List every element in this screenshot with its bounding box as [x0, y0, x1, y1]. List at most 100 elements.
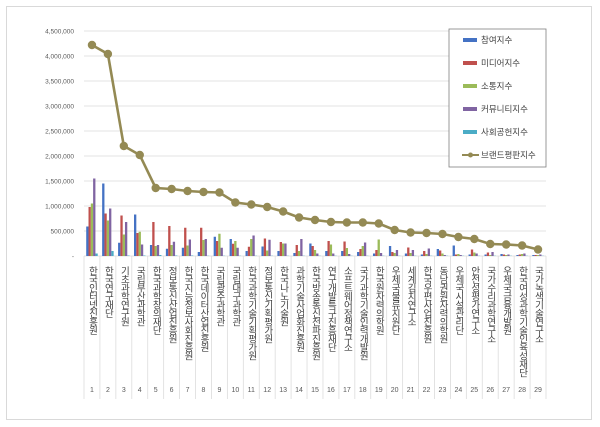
bar-3 [106, 220, 110, 256]
brand-index-point [103, 49, 113, 59]
y-tick-label: 500,000 [51, 229, 75, 236]
bar-5 [127, 255, 130, 256]
category-label: 안전성평가연구소 [469, 266, 480, 334]
brand-index-point [390, 225, 399, 235]
rank-label: 6 [170, 387, 174, 394]
rank-label: 24 [454, 387, 462, 394]
bar-1 [388, 246, 392, 256]
category-label: 정보통신산업진흥원 [166, 266, 177, 343]
category-label: 국립부산과학관 [134, 266, 145, 326]
brand-index-point [167, 184, 176, 194]
category-label: 동남권원자력의학원 [437, 266, 448, 343]
category-label: 연구개발특구진흥재단 [325, 266, 336, 352]
category-label: 우체국금융개발원 [501, 266, 512, 335]
bar-5 [191, 255, 194, 256]
rank-label: 9 [217, 387, 221, 394]
bar-4 [109, 208, 112, 256]
legend-swatch [463, 130, 477, 134]
bar-1 [149, 245, 153, 256]
brand-index-point [87, 40, 97, 50]
bar-2 [311, 246, 314, 256]
rank-label: 1 [90, 387, 94, 394]
bar-1 [213, 236, 216, 256]
bar-4 [316, 253, 319, 256]
bar-3 [505, 255, 508, 256]
bar-4 [124, 222, 128, 256]
bar-2 [104, 213, 107, 256]
chart: - 500,000 1,000,000 1,500,000 2,000,000 2,500… [45, 28, 547, 399]
bar-4 [93, 178, 96, 256]
bar-4 [268, 239, 271, 256]
bar-2 [470, 249, 474, 256]
category-label: 한국원자력의학원 [373, 266, 384, 335]
bar-3 [234, 241, 237, 256]
bar-3 [345, 248, 349, 256]
bar-3 [441, 253, 444, 256]
brand-index-point [501, 240, 511, 249]
bar-3 [520, 254, 524, 256]
bar-1 [102, 183, 105, 256]
brand-index-point [470, 234, 479, 244]
category-label: 국립대구과학관 [230, 266, 241, 326]
bar-1 [357, 252, 360, 256]
category-label: 한국여성과학기술인육성재단 [517, 266, 528, 377]
rank-label: 29 [534, 387, 542, 394]
bar-2 [120, 215, 123, 256]
brand-index-point [533, 245, 543, 254]
bar-3 [218, 233, 221, 256]
bar-1 [404, 253, 408, 256]
bar-1 [468, 254, 471, 256]
bar-2 [375, 250, 378, 256]
rank-label: 22 [423, 387, 431, 394]
bar-5 [159, 255, 162, 256]
rank-label: 23 [439, 387, 447, 394]
bar-2 [534, 255, 537, 256]
bar-1 [516, 255, 519, 256]
y-tick-label: 4,000,000 [45, 54, 74, 61]
bar-1 [436, 249, 439, 256]
bar-2 [391, 252, 394, 256]
legend-label: 커뮤니티지수 [481, 104, 528, 115]
rank-label: 17 [343, 387, 351, 394]
category-label: 한국연구재단 [102, 266, 113, 318]
bar-4 [507, 254, 510, 256]
rank-label: 2 [106, 387, 110, 394]
bar-1 [181, 247, 185, 256]
rank-label: 15 [311, 387, 319, 394]
chart-frame: - 500,000 1,000,000 1,500,000 2,000,000 2,500… [6, 6, 592, 420]
bar-3 [313, 250, 317, 256]
bar-3 [329, 244, 333, 256]
category-label: 국가과학기술인력개발원 [357, 266, 368, 360]
category-label: 세계김치연구소 [405, 266, 416, 326]
brand-index-point [151, 183, 160, 193]
bar-4 [491, 252, 494, 256]
rank-label: 10 [231, 387, 239, 394]
rank-label: 18 [359, 387, 367, 394]
bar-3 [138, 231, 141, 256]
y-tick-label: 2,000,000 [45, 154, 74, 161]
rank-label: 26 [486, 387, 494, 394]
rank-label: 19 [375, 387, 383, 394]
bar-1 [86, 226, 89, 256]
legend-marker [468, 152, 473, 158]
bar-2 [247, 246, 251, 256]
legend-swatch [463, 107, 477, 111]
bar-1 [341, 251, 344, 256]
bar-1 [325, 251, 328, 256]
category-label: 한국인터넷진흥원 [86, 266, 97, 335]
y-tick-label: 3,500,000 [45, 79, 74, 86]
bar-4 [172, 241, 176, 256]
legend-label: 미디어지수 [481, 58, 520, 69]
bar-4 [300, 239, 303, 256]
rank-label: 14 [295, 387, 303, 394]
bar-3 [186, 245, 189, 256]
bar-3 [536, 255, 540, 256]
brand-index-point [422, 228, 431, 238]
category-label: 우체국시설관리단 [453, 266, 464, 335]
y-tick-label: 1,000,000 [45, 204, 74, 211]
bar-4 [140, 244, 144, 256]
brand-index-point [135, 150, 144, 160]
brand-index-point [406, 228, 415, 237]
brand-index-point [342, 218, 352, 227]
